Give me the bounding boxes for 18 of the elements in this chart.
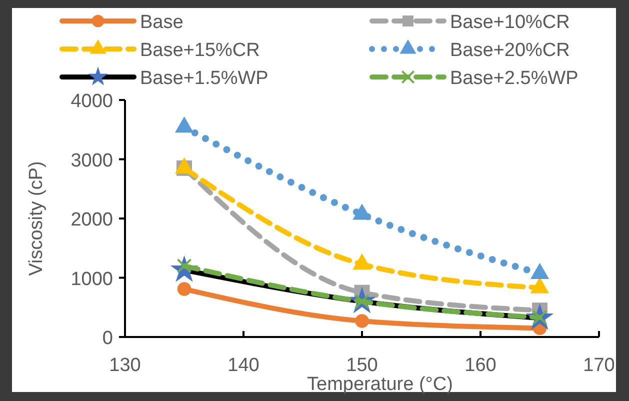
x-axis-title: Temperature (°C) — [307, 374, 453, 395]
legend-label: Base+10%CR — [450, 12, 570, 33]
x-tick-label: 170 — [583, 355, 615, 376]
y-tick-label: 0 — [102, 328, 113, 349]
y-tick-label: 3000 — [70, 150, 113, 172]
y-tick-label: 2000 — [70, 210, 113, 230]
legend-label: Base+1.5%WP — [140, 68, 268, 89]
y-tick-label: 1000 — [70, 268, 113, 290]
legend-label: Base — [140, 12, 184, 33]
x-tick-label: 140 — [228, 355, 260, 376]
y-tick-label: 4000 — [70, 91, 113, 112]
legend-label: Base+2.5%WP — [450, 68, 578, 89]
x-tick-label: 150 — [346, 355, 378, 376]
y-axis-title: Viscosity (cP) — [26, 161, 47, 276]
legend-label: Base+20%CR — [450, 40, 570, 61]
x-tick-label: 160 — [464, 355, 496, 376]
x-tick-label: 130 — [109, 355, 141, 376]
legend-label: Base+15%CR — [140, 40, 260, 61]
